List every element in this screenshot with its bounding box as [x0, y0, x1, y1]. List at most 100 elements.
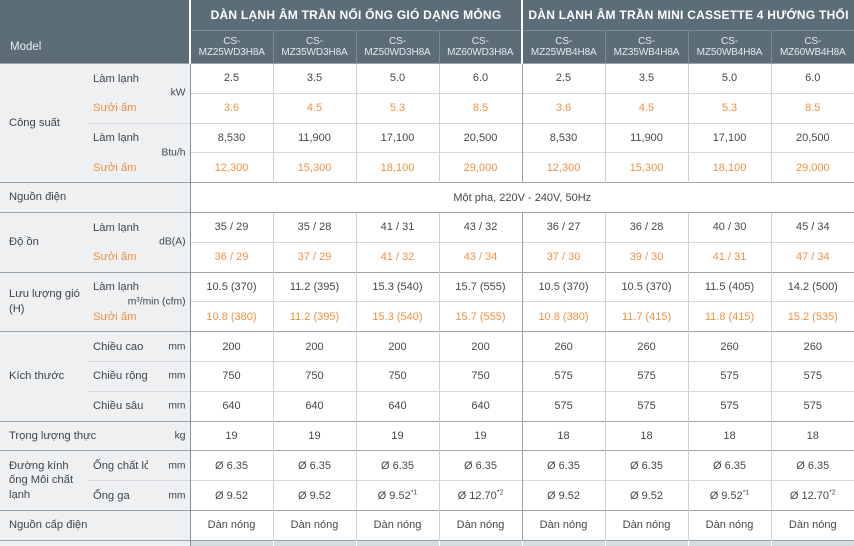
table-row: Sưởi ấm 36 / 29 37 / 29 41 / 32 43 / 34 37 /… [0, 241, 854, 273]
unit-cell: kW [148, 63, 190, 124]
value-cell: Ø 9.52*1 [687, 480, 772, 511]
table-row: Nguồn cấp điện Dàn nóng Dàn nóng Dàn nóng D… [0, 509, 854, 541]
unit-cell: Btu/h [148, 122, 190, 183]
value-cell: 10.5 (370) [604, 271, 689, 302]
row-label-cooling: Làm lạnh [88, 63, 148, 94]
value-cell: 6.0 [770, 63, 854, 94]
row-label-heating: Sưởi ấm [88, 152, 148, 183]
value-cell: 18 [604, 420, 689, 451]
table-row: Sưởi ấm 10.8 (380) 11.2 (395) 15.3 (540) 15… [0, 301, 854, 332]
model-name: CS-MZ35WD3H8A [281, 36, 348, 58]
table-row: Độ ồn Làm lạnh dB(A) 35 / 29 35 / 28 41 / … [0, 211, 854, 273]
value-cell: 15,300 [604, 152, 689, 183]
value-cell: Dàn nóng [521, 509, 606, 541]
unit-cell: mm [148, 331, 190, 362]
value-cell: 200 [189, 331, 273, 362]
unit-cell: mm [148, 450, 190, 481]
model-name: CS-MZ50WD3H8A [364, 36, 431, 58]
value-cell: 15.3 (540) [355, 271, 439, 302]
value-cell: 36 / 29 [189, 241, 273, 273]
value-cell: 750 [355, 360, 439, 392]
value-cell: Dàn nóng [189, 509, 273, 541]
cutoff-cell [770, 539, 854, 546]
group-title-duct: DÀN LẠNH ÂM TRẦN NỐI ỐNG GIÓ DẠNG MỎNG [188, 0, 523, 31]
cutoff-cell [189, 539, 273, 546]
value-cell: 8,530 [521, 122, 606, 153]
row-label-gas-pipe: Ống ga [88, 480, 148, 511]
model-name: CS-MZ25WD3H8A [198, 36, 265, 58]
value-cell: 575 [770, 360, 854, 392]
value-cell: 575 [687, 360, 772, 392]
value-cell: 19 [438, 420, 523, 451]
model-name: CS-MZ50WB4H8A [696, 36, 763, 58]
model-name-cell: CS-MZ25WD3H8A [189, 30, 273, 64]
value-cell: 5.0 [355, 63, 439, 94]
value-cell: 4.5 [272, 92, 356, 124]
unit-cell: kg [148, 420, 190, 451]
model-name-cell: CS-MZ60WD3H8A [438, 30, 523, 64]
value-cell: 2.5 [521, 63, 606, 94]
unit-cell: mm [148, 360, 190, 392]
value-cell: 15,300 [272, 152, 356, 183]
value-cell: 43 / 34 [438, 241, 523, 273]
value-cell: 4.5 [604, 92, 689, 124]
value-cell: Ø 9.52*1 [355, 480, 439, 511]
row-label-cooling: Làm lạnh [88, 271, 148, 302]
value-cell: Ø 9.52 [521, 480, 606, 511]
value-cell: 11,900 [272, 122, 356, 153]
model-header-cell: Model [0, 0, 190, 64]
power-value-cell: Một pha, 220V - 240V, 50Hz [189, 182, 854, 213]
value-cell: 260 [687, 331, 772, 362]
table-body: Công suất Làm lạnh kW 2.5 3.5 5.0 6.0 2.5 3.5… [0, 62, 854, 546]
value-cell: 12,300 [521, 152, 606, 183]
value-cell: 575 [521, 390, 606, 422]
value-cell: 6.0 [438, 63, 523, 94]
value-cell: 750 [438, 360, 523, 392]
value-cell: 575 [770, 390, 854, 422]
value-cell: 19 [189, 420, 273, 451]
value-cell: Ø 6.35 [272, 450, 356, 481]
value-cell: 29,000 [770, 152, 854, 183]
table-row: Chiều sâu mm 640 640 640 640 575 575 575 575 [0, 390, 854, 422]
value-cell: Dàn nóng [438, 509, 523, 541]
table-row: Chiều rộng mm 750 750 750 750 575 575 575 575 [0, 360, 854, 392]
value-cell: 5.3 [355, 92, 439, 124]
value-cell: 35 / 28 [272, 211, 356, 243]
value-cell: 11,900 [604, 122, 689, 153]
row-label-depth: Chiều sâu [88, 390, 148, 422]
value-cell: Ø 6.35 [355, 450, 439, 481]
unit-label: mm [168, 341, 186, 353]
value-cell: 8,530 [189, 122, 273, 153]
value-cell: 18 [687, 420, 772, 451]
value-cell: 8.5 [438, 92, 523, 124]
value-cell: 750 [272, 360, 356, 392]
value-cell: Ø 9.52 [272, 480, 356, 511]
table-row: Đường kính ống Môi chất lạnh Ống chất lỏ… [0, 450, 854, 511]
value-cell: 41 / 31 [687, 241, 772, 273]
value-cell: 3.5 [604, 63, 689, 94]
value-cell: 18 [521, 420, 606, 451]
value-cell: 19 [272, 420, 356, 451]
section-label-capacity: Công suất [0, 62, 88, 183]
table-row: Lưu lượng gió (H) Làm lạnh m³/min (cfm) … [0, 271, 854, 332]
value-cell: 17,100 [687, 122, 772, 153]
model-name: CS-MZ60WB4H8A [779, 36, 846, 58]
value-cell: 18,100 [687, 152, 772, 183]
model-name-cell: CS-MZ60WB4H8A [770, 30, 854, 64]
value-cell: 20,500 [438, 122, 523, 153]
row-label-liquid-pipe: Ống chất lỏng [88, 450, 163, 481]
value-cell: Ø 6.35 [770, 450, 854, 481]
value-cell: 12,300 [189, 152, 273, 183]
table-row: Làm lạnh Btu/h 8,530 11,900 17,100 20,500 8,… [0, 122, 854, 183]
section-label-noise: Độ ồn [0, 211, 88, 273]
value-cell: Ø 9.52 [189, 480, 273, 511]
unit-label: m³/min (cfm) [127, 296, 186, 308]
value-cell: 10.5 (370) [521, 271, 606, 302]
value-cell: Ø 6.35 [438, 450, 523, 481]
unit-label: mm [168, 460, 186, 472]
value-cell: Dàn nóng [770, 509, 854, 541]
unit-cell: mm [148, 480, 190, 511]
model-name-cell: CS-MZ25WB4H8A [521, 30, 606, 64]
cutoff-cell [438, 539, 523, 546]
